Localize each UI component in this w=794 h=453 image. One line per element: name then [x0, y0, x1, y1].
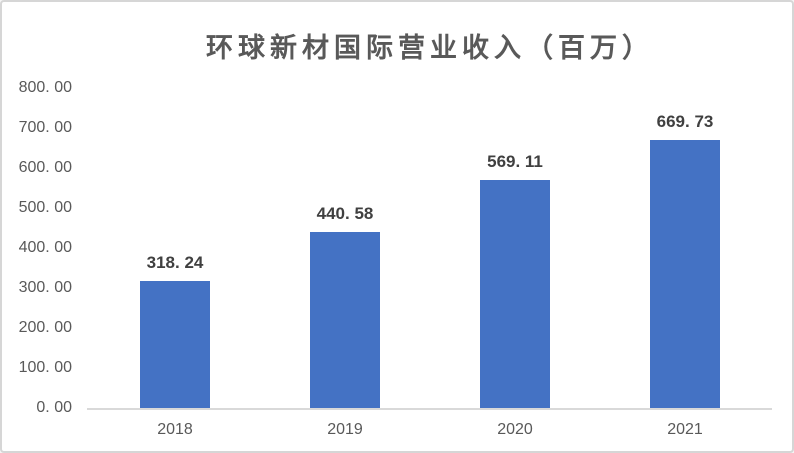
- y-axis-tick-label: 200. 00: [18, 319, 72, 336]
- x-axis-label-2019: 2019: [327, 421, 363, 438]
- x-axis-label-2018: 2018: [157, 421, 193, 438]
- y-axis-tick-label: 100. 00: [18, 359, 72, 376]
- x-axis-line: [87, 408, 772, 410]
- y-axis-tick-label: 700. 00: [18, 119, 72, 136]
- bar-2018: [140, 280, 210, 408]
- data-label-2019: 440. 58: [316, 203, 374, 223]
- y-axis-tick-label: 300. 00: [18, 279, 72, 296]
- x-axis-label-2020: 2020: [497, 421, 533, 438]
- plot-area: 318. 24 440. 58 569. 11 669. 73: [90, 88, 770, 408]
- data-label-2021: 669. 73: [656, 112, 714, 132]
- x-axis: 2018 2019 2020 2021: [90, 416, 770, 444]
- y-axis-tick-label: 400. 00: [18, 239, 72, 256]
- data-label-2018: 318. 24: [146, 252, 204, 272]
- y-axis-tick-label: 0. 00: [36, 399, 72, 416]
- y-axis: 800. 00 700. 00 600. 00 500. 00 400. 00 300. …: [2, 2, 72, 451]
- x-axis-label-2021: 2021: [667, 421, 703, 438]
- bar-2020: [480, 180, 550, 408]
- data-label-2020: 569. 11: [487, 152, 543, 172]
- y-axis-tick-label: 600. 00: [18, 159, 72, 176]
- bar-2021: [650, 140, 720, 408]
- y-axis-tick-label: 800. 00: [18, 79, 72, 96]
- bar-2019: [310, 231, 380, 408]
- y-axis-tick-label: 500. 00: [18, 199, 72, 216]
- chart-title: 环球新材国际营业收入（百万）: [206, 33, 654, 63]
